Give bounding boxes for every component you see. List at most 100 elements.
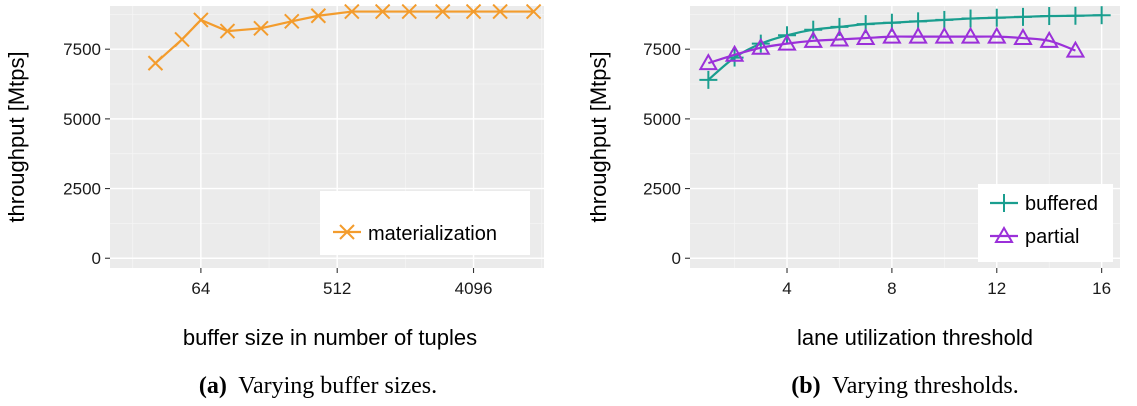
legend-entry-partial — [990, 225, 1018, 243]
legend-entry-materialization — [333, 224, 361, 240]
legend-box — [320, 191, 530, 255]
tick-label-x: 512 — [323, 279, 351, 298]
data-point-materialization-5-stroke-b — [284, 13, 300, 30]
chart-buffer-sizes: 0 2500 5000 7500 64 512 4096 materialization t… — [4, 3, 544, 399]
data-point-materialization-9-stroke-b — [401, 3, 417, 20]
y-axis-title: throughput [Mtps] — [4, 51, 29, 222]
data-point-buffered-13 — [1040, 7, 1059, 26]
caption-label: (b) — [791, 373, 820, 399]
caption: (a) Varying buffer sizes. — [199, 373, 437, 399]
series-line-materialization — [154, 10, 534, 64]
caption-text: Varying buffer sizes. — [238, 373, 437, 399]
data-point-materialization-6-stroke-b — [310, 8, 327, 24]
chart-thresholds: 0 2500 5000 7500 4 8 12 16 buffered partial thr… — [586, 6, 1120, 399]
data-point-materialization-10-stroke-b — [435, 3, 451, 20]
tick-label-x: 64 — [191, 279, 210, 298]
data-point-partial-11 — [987, 26, 1007, 44]
data-point-partial-5 — [829, 29, 850, 47]
axis-ticks: 0 2500 5000 7500 64 512 4096 — [63, 40, 492, 298]
legend-marker-materialization — [339, 224, 355, 240]
tick-label-x: 12 — [987, 279, 1006, 298]
series-line-buffered — [707, 14, 1102, 81]
data-point-buffered-2 — [751, 34, 770, 53]
data-point-materialization-9 — [401, 3, 417, 20]
x-axis-title: lane utilization threshold — [797, 325, 1033, 350]
x-axis-title: buffer size in number of tuples — [183, 325, 477, 350]
data-point-materialization-4 — [253, 20, 269, 37]
data-point-partial-2 — [751, 37, 771, 55]
data-point-materialization-7 — [344, 3, 360, 20]
data-point-partial-14 — [1065, 40, 1086, 58]
data-point-partial-12 — [1013, 28, 1033, 46]
data-point-materialization-12 — [492, 3, 508, 20]
data-point-materialization-0-stroke-b — [147, 55, 164, 71]
tick-label-y: 2500 — [643, 180, 681, 199]
major-gridlines — [110, 6, 544, 268]
legend-label-materialization: materialization — [368, 223, 497, 245]
data-point-partial-8 — [908, 26, 928, 44]
tick-label-y: 7500 — [643, 40, 681, 59]
data-point-partial-3 — [777, 33, 797, 51]
data-point-materialization-11-stroke-b — [465, 3, 482, 20]
data-point-materialization-3-stroke-b — [219, 23, 236, 39]
series-line-partial — [708, 35, 1076, 65]
data-point-materialization-0 — [147, 55, 164, 71]
tick-label-y: 5000 — [63, 110, 101, 129]
tick-label-x: 4 — [782, 279, 791, 298]
data-point-buffered-0 — [699, 70, 718, 89]
data-point-materialization-8-stroke-b — [374, 3, 391, 20]
data-point-materialization-1-stroke-b — [174, 31, 190, 48]
legend-box — [978, 184, 1113, 262]
data-point-buffered-4 — [804, 20, 823, 39]
series-layer — [698, 6, 1111, 89]
data-point-buffered-10 — [961, 9, 980, 28]
axis-ticks: 0 2500 5000 7500 4 8 12 16 — [643, 40, 1111, 298]
data-point-buffered-14 — [1066, 6, 1085, 25]
y-axis-title: throughput [Mtps] — [586, 51, 611, 222]
tick-label-x: 4096 — [455, 279, 493, 298]
data-point-materialization-12-stroke-b — [492, 3, 508, 20]
legend: buffered partial — [978, 184, 1113, 262]
tick-label-y: 0 — [92, 249, 101, 268]
data-point-materialization-3 — [219, 23, 236, 39]
data-point-buffered-11 — [987, 8, 1006, 27]
data-point-materialization-1 — [174, 31, 190, 48]
legend-marker-partial — [994, 225, 1014, 243]
data-point-partial-13 — [1039, 30, 1059, 48]
data-point-materialization-13 — [525, 3, 542, 20]
tick-label-y: 5000 — [643, 110, 681, 129]
data-point-materialization-6 — [310, 8, 327, 24]
caption-text: Varying thresholds. — [832, 373, 1019, 399]
tick-label-x: 16 — [1092, 279, 1111, 298]
data-point-materialization-7-stroke-b — [344, 3, 360, 20]
caption-label: (a) — [199, 373, 227, 399]
data-point-materialization-2-stroke-b — [193, 12, 209, 28]
tick-label-y: 2500 — [63, 180, 101, 199]
data-point-partial-10 — [960, 26, 981, 44]
legend-marker-buffered — [995, 194, 1013, 212]
series-layer — [147, 3, 542, 71]
tick-label-y: 0 — [672, 249, 681, 268]
data-point-materialization-5 — [284, 13, 300, 30]
data-point-partial-7 — [882, 26, 902, 44]
legend-entry-buffered — [990, 194, 1018, 212]
data-point-materialization-13-stroke-b — [525, 3, 542, 20]
data-point-buffered-9 — [935, 10, 954, 29]
tick-label-x: 8 — [887, 279, 896, 298]
legend: materialization — [320, 191, 530, 255]
caption: (b) Varying thresholds. — [791, 373, 1018, 399]
data-point-partial-9 — [934, 26, 955, 44]
data-point-partial-4 — [803, 30, 823, 48]
legend-label-buffered: buffered — [1025, 193, 1098, 215]
data-point-materialization-2 — [193, 12, 209, 28]
data-point-buffered-15 — [1092, 6, 1111, 25]
data-point-partial-6 — [855, 28, 876, 46]
data-point-partial-1 — [724, 44, 745, 62]
data-point-materialization-11 — [465, 3, 482, 20]
data-point-partial-0 — [698, 53, 719, 71]
data-point-buffered-12 — [1013, 7, 1032, 26]
legend-label-partial: partial — [1025, 226, 1079, 248]
data-point-materialization-10 — [435, 3, 451, 20]
data-point-materialization-4-stroke-b — [253, 20, 269, 37]
